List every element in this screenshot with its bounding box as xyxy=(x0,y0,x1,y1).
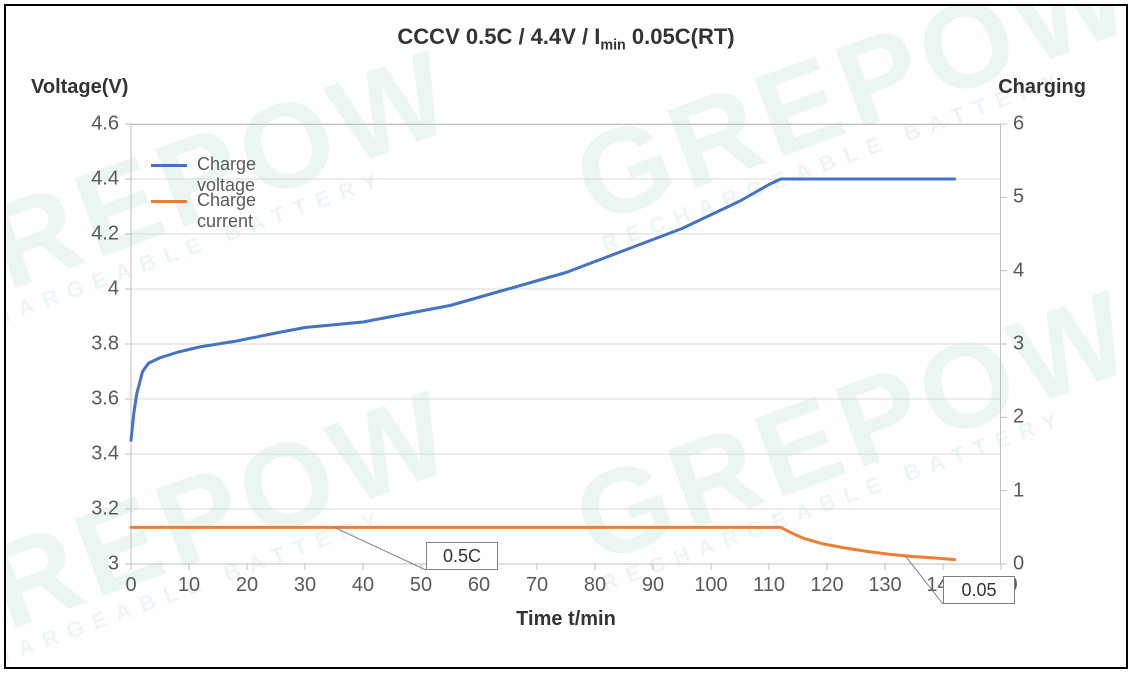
y2-tick: 0 xyxy=(1013,553,1024,576)
y1-tick: 4.4 xyxy=(91,168,119,191)
y2-tick: 2 xyxy=(1013,406,1024,429)
callout-leader xyxy=(131,124,1001,564)
x-axis-label: Time t/min xyxy=(6,608,1126,631)
x-tick: 130 xyxy=(868,574,901,597)
x-tick: 110 xyxy=(753,574,785,597)
x-tick: 100 xyxy=(694,574,727,597)
x-tick: 80 xyxy=(584,574,606,597)
x-tick: 60 xyxy=(468,574,490,597)
y1-tick: 4.2 xyxy=(91,223,119,246)
callout-label: 0.05 xyxy=(943,576,1015,604)
y1-tick: 3.8 xyxy=(91,333,119,356)
y1-tick: 4 xyxy=(108,278,119,301)
y2-tick: 6 xyxy=(1013,113,1024,136)
y2-axis-label: Charging xyxy=(998,76,1086,99)
x-tick: 70 xyxy=(526,574,548,597)
y1-tick: 3.6 xyxy=(91,388,119,411)
y1-tick: 3 xyxy=(108,553,119,576)
x-tick: 120 xyxy=(810,574,843,597)
y2-tick: 3 xyxy=(1013,333,1024,356)
x-tick: 30 xyxy=(294,574,316,597)
x-tick: 40 xyxy=(352,574,374,597)
y1-tick: 3.2 xyxy=(91,498,119,521)
chart-frame: GREPOWRECHARGEABLE BATTERYGREPOWRECHARGE… xyxy=(4,4,1128,669)
y2-tick: 4 xyxy=(1013,259,1024,282)
y1-tick: 3.4 xyxy=(91,443,119,466)
y1-tick: 4.6 xyxy=(91,113,119,136)
x-tick: 0 xyxy=(125,574,136,597)
chart-title: CCCV 0.5C / 4.4V / Imin 0.05C(RT) xyxy=(6,24,1126,53)
x-tick: 50 xyxy=(410,574,432,597)
y1-axis-label: Voltage(V) xyxy=(31,76,128,99)
x-tick: 10 xyxy=(178,574,200,597)
x-tick: 20 xyxy=(236,574,258,597)
y2-tick: 5 xyxy=(1013,186,1024,209)
y2-tick: 1 xyxy=(1013,479,1024,502)
x-tick: 90 xyxy=(642,574,664,597)
